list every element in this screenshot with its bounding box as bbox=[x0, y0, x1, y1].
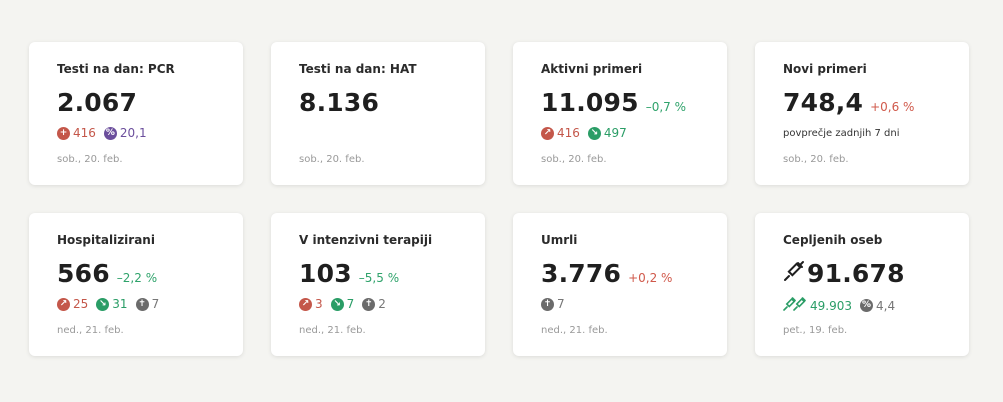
stat-value: 49.903 bbox=[810, 298, 852, 313]
stat-value: 2 bbox=[378, 297, 386, 311]
card-note: povprečje zadnjih 7 dni bbox=[783, 128, 900, 139]
card-date: sob., 20. feb. bbox=[783, 154, 849, 165]
change-percent: –2,2 % bbox=[116, 271, 158, 285]
stat-value: 20,1 bbox=[119, 126, 147, 140]
increase-stat: ↗ 25 bbox=[57, 297, 88, 311]
card-intensive-care: V intenzivni terapiji 103 –5,5 % ↗ 3 ↘ 7… bbox=[271, 213, 485, 356]
vaccination-rate-stat: % 4,4 bbox=[860, 299, 895, 313]
stat-value: 4,4 bbox=[876, 298, 896, 313]
percent-icon: % bbox=[860, 299, 873, 312]
percent-icon: % bbox=[103, 126, 117, 140]
stat-value: 7 bbox=[346, 297, 355, 311]
card-deaths: Umrli 3.776 +0,2 % ✝ 7 ned., 21. feb. bbox=[513, 213, 727, 356]
card-title: Testi na dan: PCR bbox=[57, 62, 175, 76]
arrow-up-right-icon: ↗ bbox=[541, 126, 554, 140]
value-row: 748,4 +0,6 % bbox=[783, 88, 914, 117]
value-row: 3.776 +0,2 % bbox=[541, 259, 672, 288]
card-value: 748,4 bbox=[783, 88, 864, 117]
stats-row: ↗ 3 ↘ 7 ✝ 2 bbox=[299, 297, 394, 311]
card-vaccinated: Cepljenih oseb 91.678 bbox=[755, 213, 969, 356]
increase-stat: ↗ 416 bbox=[541, 126, 580, 140]
positive-tests-stat: + 416 bbox=[57, 126, 96, 140]
card-date: sob., 20. feb. bbox=[299, 154, 365, 165]
card-title: Cepljenih oseb bbox=[783, 233, 883, 247]
stat-value: 497 bbox=[603, 126, 627, 140]
arrow-up-right-icon: ↗ bbox=[299, 297, 312, 311]
decrease-stat: ↘ 31 bbox=[96, 297, 128, 311]
card-value: 2.067 bbox=[57, 88, 138, 117]
change-percent: –0,7 % bbox=[645, 100, 686, 114]
stats-row: ↗ 25 ↘ 31 ✝ 7 bbox=[57, 297, 167, 311]
card-title: Umrli bbox=[541, 233, 578, 247]
card-date: ned., 21. feb. bbox=[57, 325, 124, 336]
increase-stat: ↗ 3 bbox=[299, 297, 323, 311]
arrow-down-right-icon: ↘ bbox=[330, 297, 344, 311]
syringe-icon bbox=[783, 260, 805, 286]
cross-icon: ✝ bbox=[541, 297, 554, 311]
card-value: 8.136 bbox=[299, 88, 380, 117]
stat-value: 416 bbox=[557, 126, 580, 140]
stat-value: 416 bbox=[73, 126, 96, 140]
stats-row: 49.903 % 4,4 bbox=[783, 297, 903, 314]
deaths-stat: ✝ 2 bbox=[362, 297, 386, 311]
card-date: sob., 20. feb. bbox=[57, 154, 123, 165]
stat-value: 7 bbox=[151, 297, 160, 311]
plus-icon: + bbox=[57, 126, 70, 140]
card-new-cases: Novi primeri 748,4 +0,6 % povprečje zadn… bbox=[755, 42, 969, 185]
decrease-stat: ↘ 497 bbox=[587, 126, 627, 140]
card-title: Testi na dan: HAT bbox=[299, 62, 417, 76]
card-date: ned., 21. feb. bbox=[299, 325, 366, 336]
stat-value: 7 bbox=[557, 297, 565, 311]
cross-icon: ✝ bbox=[135, 297, 149, 311]
card-hospitalized: Hospitalizirani 566 –2,2 % ↗ 25 ↘ 31 ✝ 7… bbox=[29, 213, 243, 356]
card-value: 91.678 bbox=[807, 259, 905, 288]
card-value: 11.095 bbox=[541, 88, 639, 117]
card-date: sob., 20. feb. bbox=[541, 154, 607, 165]
double-syringe-icon bbox=[783, 297, 807, 314]
arrow-up-right-icon: ↗ bbox=[57, 297, 70, 311]
value-row: 566 –2,2 % bbox=[57, 259, 157, 288]
arrow-down-right-icon: ↘ bbox=[587, 126, 601, 140]
value-row: 91.678 bbox=[783, 259, 905, 288]
decrease-stat: ↘ 7 bbox=[330, 297, 355, 311]
stat-value: 31 bbox=[112, 297, 128, 311]
stat-value: 25 bbox=[73, 297, 89, 311]
stats-row: + 416 % 20,1 bbox=[57, 126, 155, 140]
card-title: V intenzivni terapiji bbox=[299, 233, 433, 247]
change-percent: +0,2 % bbox=[628, 271, 673, 285]
value-row: 11.095 –0,7 % bbox=[541, 88, 686, 117]
value-row: 2.067 bbox=[57, 88, 137, 117]
value-row: 103 –5,5 % bbox=[299, 259, 399, 288]
stat-value: 3 bbox=[315, 297, 323, 311]
value-row: 8.136 bbox=[299, 88, 379, 117]
card-title: Aktivni primeri bbox=[541, 62, 643, 76]
card-date: pet., 19. feb. bbox=[783, 325, 848, 336]
card-title: Novi primeri bbox=[783, 62, 867, 76]
card-title: Hospitalizirani bbox=[57, 233, 155, 247]
card-date: ned., 21. feb. bbox=[541, 325, 608, 336]
change-percent: –5,5 % bbox=[358, 271, 400, 285]
arrow-down-right-icon: ↘ bbox=[96, 297, 110, 311]
card-active-cases: Aktivni primeri 11.095 –0,7 % ↗ 416 ↘ 49… bbox=[513, 42, 727, 185]
deaths-stat: ✝ 7 bbox=[541, 297, 565, 311]
cross-icon: ✝ bbox=[362, 297, 376, 311]
card-value: 3.776 bbox=[541, 259, 622, 288]
card-tests-pcr: Testi na dan: PCR 2.067 + 416 % 20,1 sob… bbox=[29, 42, 243, 185]
card-value: 103 bbox=[299, 259, 352, 288]
card-tests-hat: Testi na dan: HAT 8.136 sob., 20. feb. bbox=[271, 42, 485, 185]
second-dose-stat: 49.903 bbox=[783, 297, 852, 314]
card-value: 566 bbox=[57, 259, 110, 288]
change-percent: +0,6 % bbox=[870, 100, 915, 114]
positivity-rate-stat: % 20,1 bbox=[103, 126, 147, 140]
deaths-stat: ✝ 7 bbox=[135, 297, 160, 311]
stats-row: ✝ 7 bbox=[541, 297, 573, 311]
stats-row: ↗ 416 ↘ 497 bbox=[541, 126, 635, 140]
